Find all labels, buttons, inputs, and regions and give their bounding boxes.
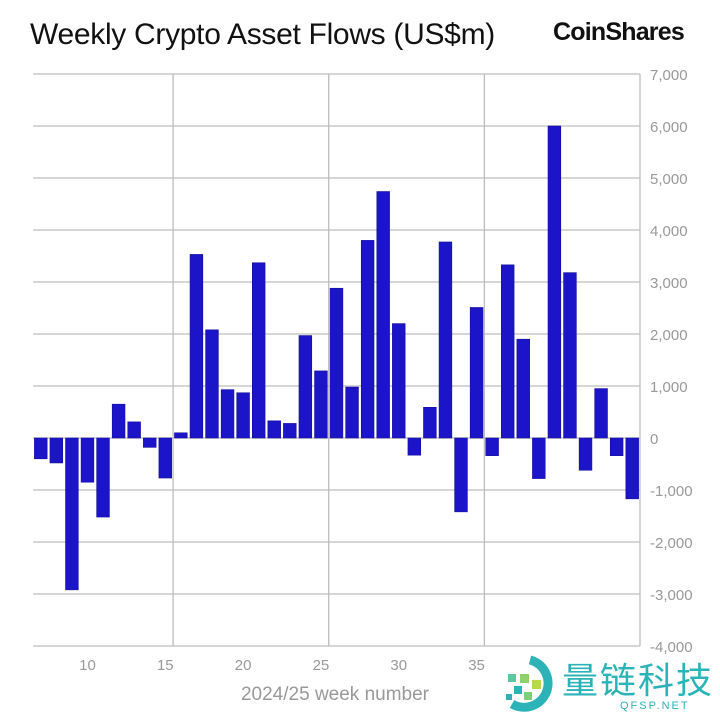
y-tick-label: -1,000 <box>650 483 693 500</box>
x-tick-label: 25 <box>313 657 330 674</box>
bar-week-33 <box>438 241 453 439</box>
y-tick-label: 5,000 <box>650 171 688 188</box>
bar-week-15 <box>158 437 172 479</box>
bar-week-37 <box>501 264 515 439</box>
bar-week-18 <box>205 329 219 439</box>
y-tick-label: -3,000 <box>650 587 693 604</box>
x-tick-label: 20 <box>235 657 252 674</box>
bar-week-14 <box>143 437 157 448</box>
y-tick-label: -4,000 <box>650 639 693 656</box>
bar-week-40 <box>547 125 562 439</box>
bar-week-41 <box>563 272 577 439</box>
watermark-icon <box>506 655 553 712</box>
y-tick-label: 1,000 <box>650 379 688 396</box>
y-tick-label: 4,000 <box>650 223 688 240</box>
watermark-subtext: QFSP.NET <box>620 700 690 712</box>
bar-week-24 <box>298 335 313 439</box>
bar-week-38 <box>516 338 530 439</box>
bar-week-16 <box>174 432 188 439</box>
watermark-logo: 量链科技 QFSP.NET <box>500 652 720 716</box>
watermark-text: 量链科技 <box>562 661 715 702</box>
y-tick-label: 7,000 <box>650 67 688 84</box>
bar-week-42 <box>578 437 593 471</box>
bar-week-9 <box>65 437 79 591</box>
bar-week-27 <box>345 386 359 439</box>
bar-week-25 <box>314 370 328 439</box>
bar-week-23 <box>283 423 297 439</box>
bar-week-7 <box>34 437 48 460</box>
bar-week-43 <box>594 388 608 439</box>
y-tick-label: -2,000 <box>650 535 693 552</box>
chart-title: Weekly Crypto Asset Flows (US$m) <box>30 18 495 51</box>
bar-week-17 <box>189 254 204 439</box>
bar-week-32 <box>423 407 437 439</box>
bar-week-36 <box>485 437 499 456</box>
bar-week-12 <box>111 403 126 439</box>
bar-week-8 <box>49 437 64 464</box>
bar-week-44 <box>609 437 624 456</box>
bar-week-19 <box>220 389 235 439</box>
bar-week-22 <box>267 420 281 439</box>
bar-week-11 <box>96 437 110 518</box>
x-axis-label: 2024/25 week number <box>240 684 429 705</box>
y-tick-label: 3,000 <box>650 275 688 292</box>
bar-week-34 <box>454 437 468 513</box>
bar-week-28 <box>360 240 375 439</box>
bar-week-21 <box>251 262 266 439</box>
coinshares-logo: CoinShares <box>553 18 685 46</box>
bar-week-45 <box>625 437 639 500</box>
x-tick-label: 35 <box>468 657 485 674</box>
bar-week-31 <box>407 437 422 456</box>
x-tick-label: 15 <box>157 657 174 674</box>
x-tick-label: 10 <box>79 657 96 674</box>
y-tick-label: 0 <box>650 431 658 448</box>
bar-week-10 <box>80 437 95 483</box>
bar-week-39 <box>532 437 546 479</box>
y-tick-label: 2,000 <box>650 327 688 344</box>
x-tick-label: 30 <box>390 657 407 674</box>
bar-week-35 <box>469 307 484 439</box>
bar-week-13 <box>127 421 141 439</box>
bar-week-29 <box>376 191 390 439</box>
bar-week-20 <box>236 392 250 439</box>
y-tick-label: 6,000 <box>650 119 688 136</box>
bar-week-30 <box>392 323 406 439</box>
bar-week-26 <box>329 287 344 439</box>
